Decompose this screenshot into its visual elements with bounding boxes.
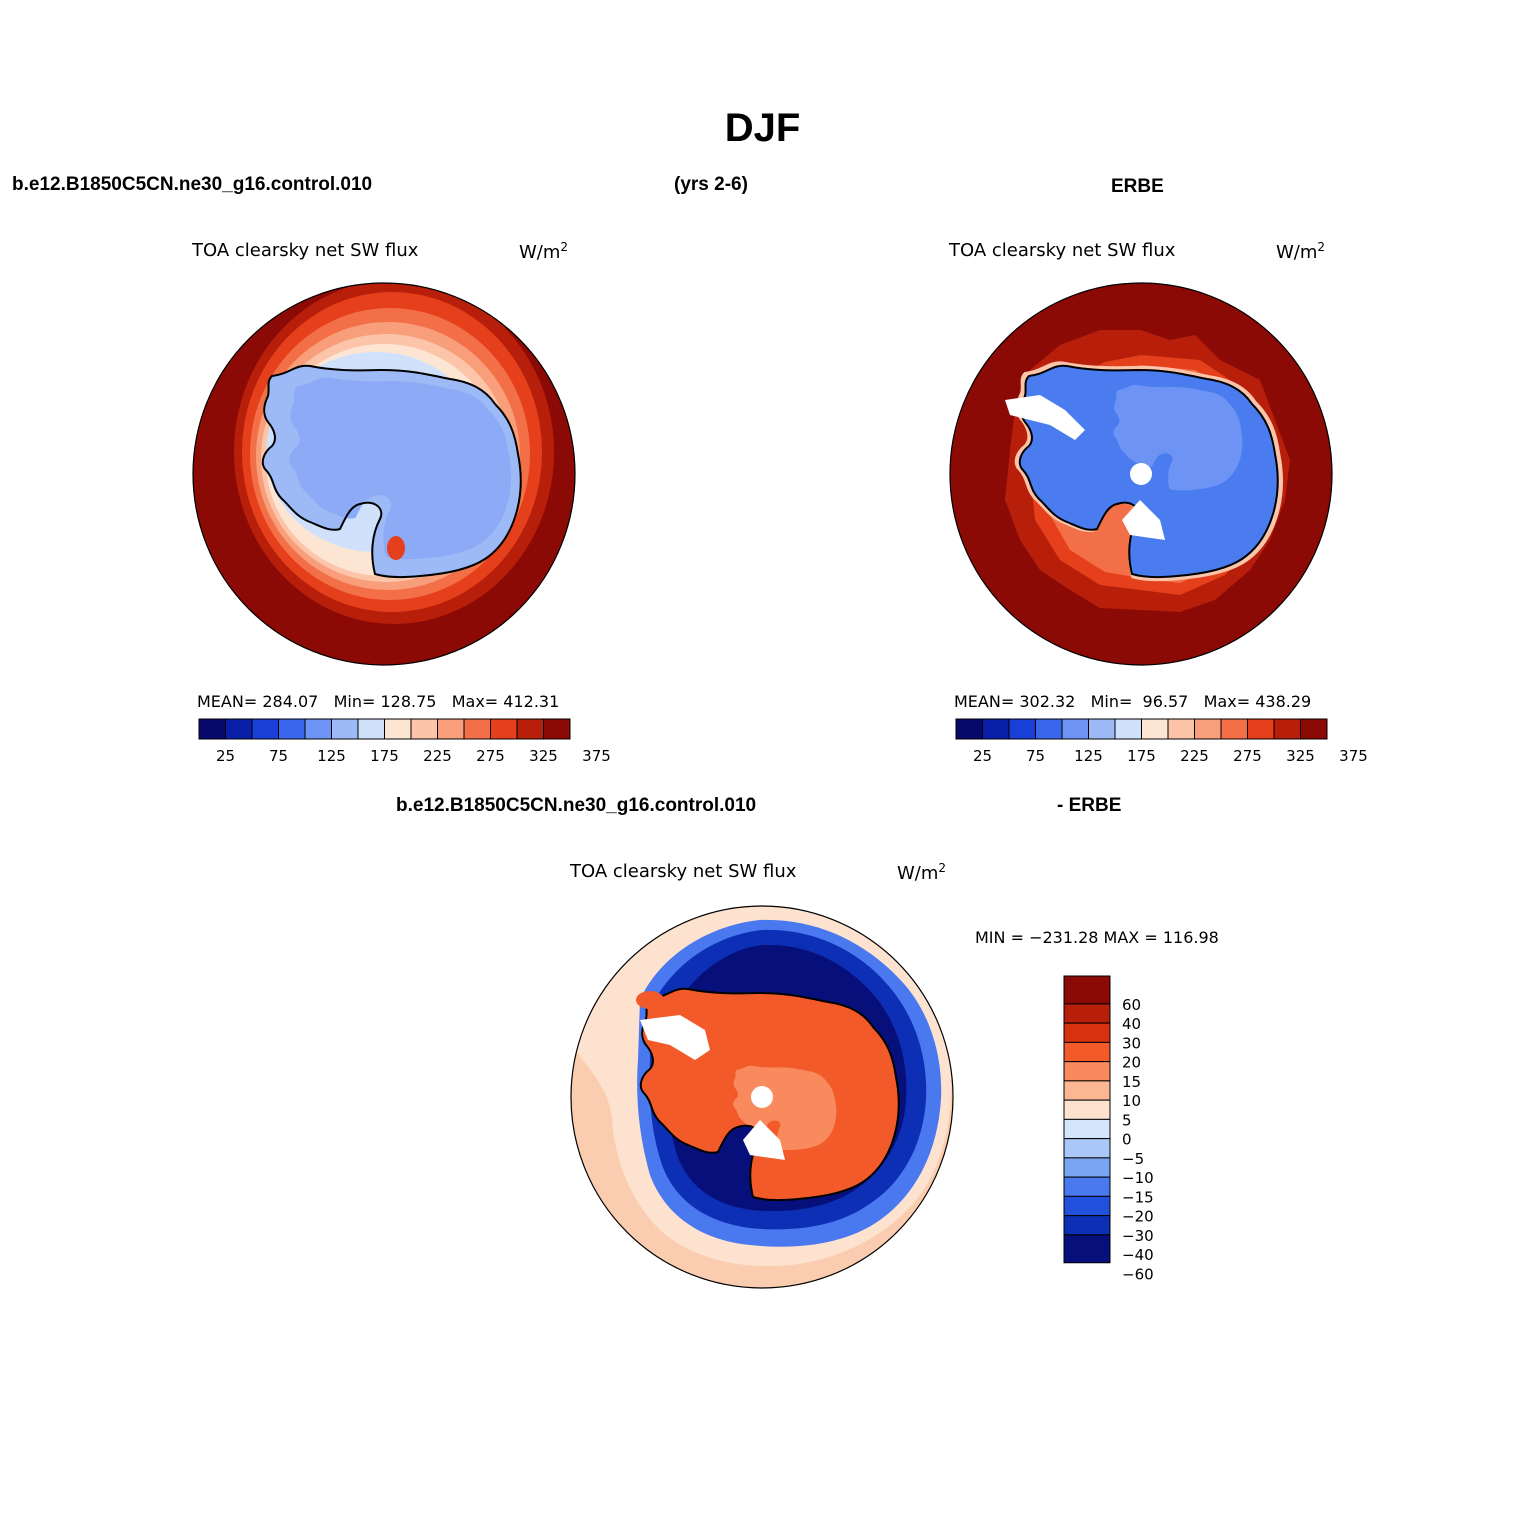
colorbar-tick-label: 375	[582, 747, 611, 765]
panel3-variable: TOA clearsky net SW flux	[570, 861, 797, 882]
colorbar-tick-label: 0	[1122, 1131, 1132, 1149]
colorbar-model: 25 75 125 175 225 275 325 375	[198, 718, 611, 765]
colorbar-swatch	[516, 718, 544, 740]
colorbar-swatch	[384, 718, 412, 740]
panel2-units: W/m2	[1276, 240, 1326, 263]
colorbar-swatch	[1063, 1061, 1111, 1082]
colorbar-tick-label: 225	[423, 747, 452, 765]
colorbar-swatch	[251, 718, 279, 740]
colorbar-tick-label: 10	[1122, 1092, 1141, 1110]
colorbar-swatch	[1273, 718, 1301, 740]
colorbar-tick-label: 60	[1122, 996, 1141, 1014]
colorbar-tick-label: −20	[1122, 1208, 1154, 1226]
case-name-label: b.e12.B1850C5CN.ne30_g16.control.010	[12, 174, 373, 195]
colorbar-swatch	[1088, 718, 1116, 740]
map-boundary-obs	[949, 282, 1333, 666]
colorbar-tick-label: 25	[973, 747, 992, 765]
map-boundary-diff	[570, 905, 954, 1289]
panel2-stats: MEAN= 302.32 Min= 96.57 Max= 438.29	[954, 692, 1312, 711]
colorbar-tick-label: 20	[1122, 1054, 1141, 1072]
panel1-variable: TOA clearsky net SW flux	[192, 240, 419, 261]
obs-name-label: ERBE	[1111, 176, 1164, 197]
colorbar-swatch	[1063, 1118, 1111, 1140]
colorbar-swatch	[1194, 718, 1222, 740]
colorbar-swatch	[955, 718, 983, 740]
colorbar-tick-label: 75	[269, 747, 288, 765]
colorbar-swatch	[1063, 1022, 1111, 1043]
colorbar-swatch	[1247, 718, 1275, 740]
colorbar-swatch	[1063, 1041, 1111, 1063]
colorbar-swatch	[1008, 718, 1036, 740]
colorbar-swatch	[304, 718, 332, 740]
colorbar-swatch	[982, 718, 1010, 740]
colorbar-tick-label: −5	[1122, 1150, 1144, 1168]
colorbar-swatch	[225, 718, 253, 740]
colorbar-swatch	[490, 718, 518, 740]
diff-case-name: b.e12.B1850C5CN.ne30_g16.control.010	[396, 795, 757, 816]
colorbar-tick-label: 125	[1074, 747, 1103, 765]
diff-obs-suffix: - ERBE	[1057, 795, 1122, 816]
colorbar-tick-label: −60	[1122, 1265, 1154, 1283]
colorbar-swatch	[1063, 1080, 1111, 1101]
colorbar-swatch	[198, 718, 226, 740]
colorbar-tick-label: 40	[1122, 1015, 1141, 1033]
map-panel-model	[193, 283, 575, 665]
colorbar-tick-label: 125	[317, 747, 346, 765]
colorbar-tick-label: 325	[1286, 747, 1315, 765]
map-panel-obs	[950, 283, 1332, 665]
colorbar-swatch	[1063, 1003, 1111, 1024]
colorbar-swatch	[1063, 1195, 1111, 1217]
colorbar-swatch	[1063, 1099, 1111, 1120]
panel2-variable: TOA clearsky net SW flux	[949, 240, 1176, 261]
colorbar-tick-label: 75	[1026, 747, 1045, 765]
colorbar-swatch	[437, 718, 465, 740]
map-boundary-model	[192, 282, 576, 666]
colorbar-swatch	[331, 718, 359, 740]
colorbar-swatch	[1220, 718, 1248, 740]
colorbar-swatch	[543, 718, 571, 740]
colorbar-tick-label: 225	[1180, 747, 1209, 765]
map-panel-diff	[571, 906, 953, 1288]
colorbar-tick-label: 275	[476, 747, 505, 765]
colorbar-tick-label: 5	[1122, 1111, 1132, 1129]
colorbar-swatch	[357, 718, 385, 740]
colorbar-swatch	[1035, 718, 1063, 740]
panel1-stats: MEAN= 284.07 Min= 128.75 Max= 412.31	[197, 692, 560, 711]
colorbar-swatch	[1061, 718, 1089, 740]
colorbar-tick-label: 30	[1122, 1034, 1141, 1052]
panel1-units: W/m2	[519, 240, 569, 263]
colorbar-obs: 25 75 125 175 225 275 325 375	[955, 718, 1368, 765]
colorbar-tick-label: −30	[1122, 1227, 1154, 1245]
colorbar-tick-label: 15	[1122, 1073, 1141, 1091]
colorbar-swatch	[1063, 1176, 1111, 1197]
colorbar-tick-label: 175	[370, 747, 399, 765]
colorbar-swatch	[1300, 718, 1328, 740]
colorbar-swatch	[1063, 1157, 1111, 1178]
page-title: DJF	[724, 106, 801, 150]
colorbar-swatch	[410, 718, 438, 740]
colorbar-tick-label: −10	[1122, 1169, 1154, 1187]
colorbar-swatch	[278, 718, 306, 740]
colorbar-tick-label: −40	[1122, 1246, 1154, 1264]
colorbar-swatch	[1063, 1138, 1111, 1159]
colorbar-tick-label: 375	[1339, 747, 1368, 765]
colorbar-tick-label: −15	[1122, 1188, 1154, 1206]
panel3-units: W/m2	[897, 861, 947, 884]
years-label: (yrs 2-6)	[674, 174, 748, 195]
colorbar-tick-label: 175	[1127, 747, 1156, 765]
colorbar-swatch	[1141, 718, 1169, 740]
colorbar-swatch	[463, 718, 491, 740]
colorbar-tick-label: 325	[529, 747, 558, 765]
colorbar-swatch	[1114, 718, 1142, 740]
colorbar-swatch	[1063, 975, 1111, 1005]
colorbar-tick-label: 25	[216, 747, 235, 765]
colorbar-swatch	[1167, 718, 1195, 740]
colorbar-swatch	[1063, 1215, 1111, 1236]
colorbar-tick-label: 275	[1233, 747, 1262, 765]
colorbar-swatch	[1063, 1234, 1111, 1264]
panel3-stats: MIN = −231.28 MAX = 116.98	[975, 928, 1219, 947]
